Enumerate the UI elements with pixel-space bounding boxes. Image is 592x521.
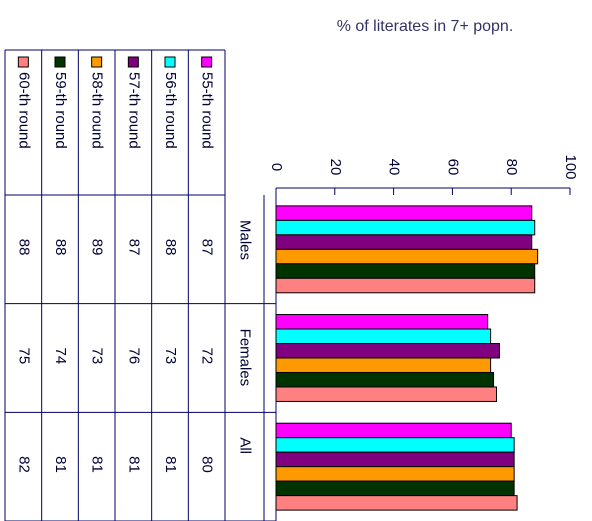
table-value: 72: [199, 347, 216, 364]
bar: [275, 248, 539, 265]
table-value: 74: [52, 347, 69, 364]
bar: [275, 466, 515, 482]
bar: [275, 277, 536, 294]
table-value: 80: [199, 456, 216, 473]
legend-swatch: [17, 56, 29, 68]
bar: [275, 371, 495, 388]
bar: [275, 357, 492, 373]
legend-label: 59-th round: [52, 72, 69, 149]
table-value: 81: [125, 456, 142, 473]
bar: [275, 219, 536, 236]
bar: [275, 234, 533, 250]
table-value: 73: [162, 347, 179, 364]
bar: [275, 386, 497, 402]
bar: [275, 263, 536, 279]
legend-label: 60-th round: [15, 72, 32, 149]
legend-label: 55-th round: [199, 72, 216, 149]
legend-swatch: [54, 56, 66, 68]
tick-label: 40: [386, 159, 403, 176]
legend-swatch: [201, 56, 213, 68]
tick-label: 100: [562, 154, 579, 179]
bar: [275, 495, 518, 511]
bar: [275, 451, 515, 468]
table-value: 73: [89, 347, 106, 364]
table-value: 89: [89, 239, 106, 256]
table-value: 75: [15, 347, 32, 364]
table-value: 88: [15, 239, 32, 256]
legend-swatch: [127, 56, 139, 68]
bar: [275, 328, 492, 345]
table-value: 82: [15, 456, 32, 473]
bar: [275, 437, 515, 453]
table-value: 87: [199, 239, 216, 256]
table-value: 88: [162, 239, 179, 256]
legend-swatch: [164, 56, 176, 68]
tick-label: 20: [327, 159, 344, 176]
tick-label: 0: [268, 163, 285, 171]
legend-label: 58-th round: [89, 72, 106, 149]
chart-title: % of literates in 7+ popn.: [337, 18, 514, 35]
category-label: All: [237, 437, 254, 454]
legend-label: 57-th round: [125, 72, 142, 149]
category-label: Males: [237, 220, 254, 260]
bar: [275, 205, 533, 221]
bar: [275, 343, 500, 359]
tick-label: 60: [444, 159, 461, 176]
bar: [275, 480, 515, 497]
tick-label: 80: [503, 159, 520, 176]
legend-swatch: [91, 56, 103, 68]
table-value: 88: [52, 239, 69, 256]
table-value: 87: [125, 239, 142, 256]
bar: [275, 422, 512, 439]
table-value: 76: [125, 347, 142, 364]
legend-label: 56-th round: [162, 72, 179, 149]
table-value: 81: [52, 456, 69, 473]
table-value: 81: [89, 456, 106, 473]
table-value: 81: [162, 456, 179, 473]
category-label: Females: [237, 329, 254, 387]
bar: [275, 314, 489, 330]
